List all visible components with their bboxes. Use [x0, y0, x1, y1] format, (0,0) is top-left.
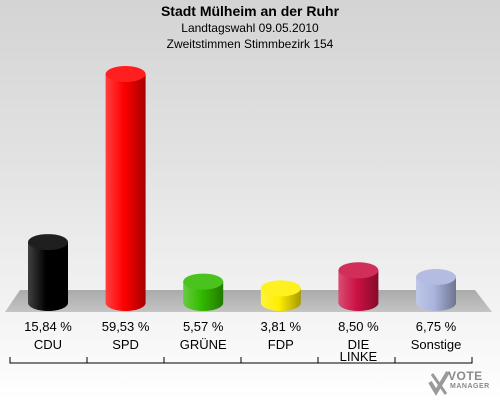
bar-fdp [260, 280, 301, 311]
chart-subtitle-election: Landtagswahl 09.05.2010 [181, 21, 319, 35]
vote-check-icon [428, 370, 450, 396]
value-label: 8,50 % [338, 319, 379, 334]
bar-top [105, 66, 146, 82]
value-label: 15,84 % [24, 319, 72, 334]
category-label: GRÜNE [180, 337, 227, 352]
chart-title: Stadt Mülheim an der Ruhr [160, 3, 340, 19]
category-label: Sonstige [411, 337, 462, 352]
chart-subtitle-district: Zweitstimmen Stimmbezirk 154 [166, 37, 334, 51]
category-label: CDU [34, 337, 62, 352]
logo-text-vote: VOTE [448, 369, 483, 383]
bar-body [416, 277, 456, 311]
bar-body [183, 281, 224, 311]
vote-manager-logo: VOTE MANAGER [428, 368, 500, 400]
bar-sonstige [416, 269, 456, 311]
bar-spd [105, 66, 146, 311]
category-label: FDP [268, 337, 294, 352]
bar-top [338, 262, 379, 279]
category-label: LINKE [340, 349, 378, 364]
value-label: 59,53 % [102, 319, 150, 334]
bar-die-linke [338, 262, 379, 311]
value-label: 5,57 % [183, 319, 224, 334]
category-label: SPD [112, 337, 139, 352]
bar-top [183, 273, 224, 290]
bar-body [338, 270, 379, 311]
bar-grüne [183, 273, 224, 311]
logo-text-manager: MANAGER [450, 383, 490, 390]
bar-body [28, 242, 68, 311]
bar-cdu [28, 234, 68, 311]
bar-body [105, 74, 146, 311]
bar-top [28, 234, 68, 251]
value-label: 6,75 % [416, 319, 457, 334]
bar-top [416, 269, 456, 286]
value-label: 3,81 % [261, 319, 302, 334]
bar-top [260, 280, 301, 297]
category-label: DIE [348, 337, 370, 352]
